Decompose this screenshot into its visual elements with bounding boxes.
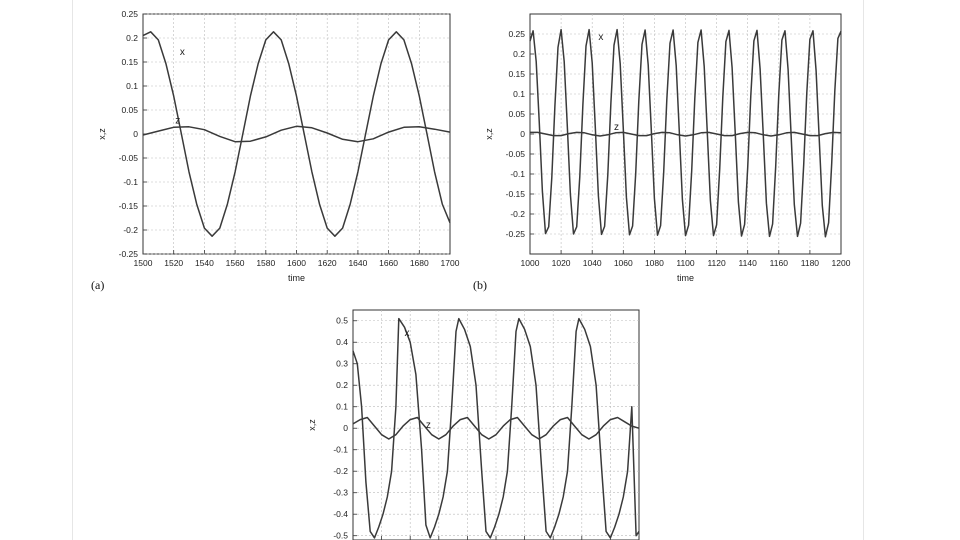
y-tick-label: -0.4 <box>333 509 348 519</box>
page: 1500 1520 1540 1560 1580 1600 1620 1640 1660 1680… <box>72 0 864 540</box>
chart-a-svg: 1500 1520 1540 1560 1580 1600 1620 1640 1660 1680… <box>97 9 460 283</box>
x-tick-label: 1080 <box>645 258 664 268</box>
x-tick-label: 1660 <box>379 258 398 268</box>
y-axis-label: x,z <box>307 419 317 431</box>
x-tick-label: 1700 <box>441 258 460 268</box>
chart-panel-c: 0.5 0.4 0.3 0.2 0.1 0 -0.1 -0.2 -0.3 -0.4 -0.5 x z x,… <box>283 300 653 540</box>
y-tick-label: 0 <box>133 129 138 139</box>
y-tick-label: -0.2 <box>123 225 138 235</box>
y-axis-label: x,z <box>484 128 494 140</box>
x-tick-label: 1020 <box>552 258 571 268</box>
series-z-line <box>142 125 451 143</box>
x-axis-label: time <box>677 273 694 283</box>
panel-a-label: (a) <box>91 278 105 292</box>
y-tick-label: 0.25 <box>508 29 525 39</box>
y-tick-label: -0.15 <box>119 201 139 211</box>
x-tick-label: 1640 <box>348 258 367 268</box>
chart-panel-b: 1000 1020 1040 1060 1080 1100 1120 1140 1160 1180… <box>473 0 863 300</box>
y-tick-label: 0.5 <box>336 316 348 326</box>
series-x-label: x <box>180 47 185 58</box>
y-tick-label: 0.4 <box>336 337 348 347</box>
x-tick-label: 1580 <box>256 258 275 268</box>
x-tick-label: 1180 <box>801 258 820 268</box>
x-tick-label: 1560 <box>226 258 245 268</box>
y-tick-label: 0.1 <box>126 81 138 91</box>
y-tick-label: 0.3 <box>336 359 348 369</box>
chart-panel-a: 1500 1520 1540 1560 1580 1600 1620 1640 1660 1680… <box>73 0 463 300</box>
y-tick-label: -0.05 <box>506 149 526 159</box>
series-x-line <box>352 317 640 539</box>
y-tick-label: -0.5 <box>333 531 348 540</box>
y-tick-label: -0.15 <box>506 189 526 199</box>
y-tick-label: -0.25 <box>506 229 526 239</box>
y-tick-label: 0 <box>343 423 348 433</box>
y-tick-label: 0.05 <box>121 105 138 115</box>
y-tick-label: 0.25 <box>121 9 138 19</box>
y-tick-label: 0.05 <box>508 109 525 119</box>
x-tick-label: 1680 <box>410 258 429 268</box>
y-tick-label: -0.3 <box>333 488 348 498</box>
y-tick-label: 0.2 <box>336 380 348 390</box>
x-tick-label: 1600 <box>287 258 306 268</box>
series-x-line <box>529 28 842 238</box>
y-tick-label: 0.1 <box>513 89 525 99</box>
y-tick-label: -0.1 <box>510 169 525 179</box>
x-tick-label: 1620 <box>318 258 337 268</box>
series-z-label: z <box>614 122 619 133</box>
series-x-line <box>142 31 451 237</box>
chart-b-svg: 1000 1020 1040 1060 1080 1100 1120 1140 1160 1180… <box>484 13 851 283</box>
x-tick-label: 1000 <box>521 258 540 268</box>
y-tick-label: 0.2 <box>513 49 525 59</box>
y-tick-label: -0.1 <box>123 177 138 187</box>
x-tick-label: 1500 <box>134 258 153 268</box>
x-tick-label: 1140 <box>739 258 758 268</box>
x-tick-label: 1100 <box>676 258 695 268</box>
y-tick-label: 0 <box>520 129 525 139</box>
series-x-label: x <box>598 32 603 43</box>
series-z-label: z <box>175 115 180 126</box>
chart-c-svg: 0.5 0.4 0.3 0.2 0.1 0 -0.1 -0.2 -0.3 -0.4 -0.5 x z x,… <box>307 309 640 540</box>
x-tick-label: 1040 <box>583 258 602 268</box>
x-tick-label: 1200 <box>832 258 851 268</box>
y-tick-label: 0.2 <box>126 33 138 43</box>
x-tick-label: 1060 <box>614 258 633 268</box>
series-x-label: x <box>404 328 409 339</box>
series-z-label: z <box>426 420 431 431</box>
panel-b-label: (b) <box>473 278 487 292</box>
y-tick-label: -0.2 <box>333 466 348 476</box>
plot-frame <box>352 309 640 540</box>
x-tick-label: 1160 <box>770 258 789 268</box>
series-z-line <box>530 131 842 137</box>
x-tick-label: 1540 <box>195 258 214 268</box>
y-tick-label: 0.1 <box>336 402 348 412</box>
y-tick-label: -0.2 <box>510 209 525 219</box>
y-tick-label: -0.25 <box>119 249 139 259</box>
y-axis-label: x,z <box>97 128 107 140</box>
y-tick-label: -0.05 <box>119 153 139 163</box>
y-tick-label: 0.15 <box>121 57 138 67</box>
x-axis-label: time <box>288 273 305 283</box>
y-tick-label: 0.15 <box>508 69 525 79</box>
x-tick-label: 1120 <box>707 258 726 268</box>
y-tick-label: -0.1 <box>333 445 348 455</box>
x-tick-label: 1520 <box>164 258 183 268</box>
series-z-line <box>352 416 640 440</box>
